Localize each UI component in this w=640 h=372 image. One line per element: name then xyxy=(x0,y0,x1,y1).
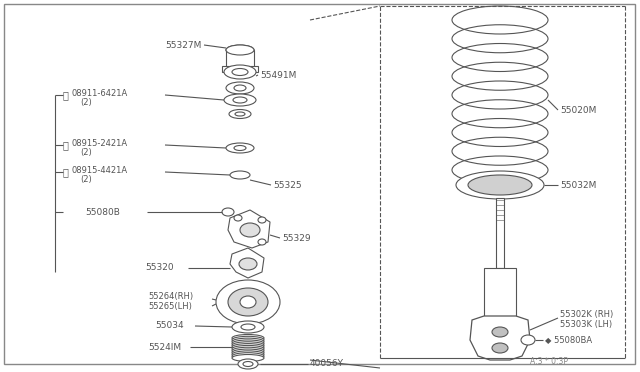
Text: 08911-6421A: 08911-6421A xyxy=(72,89,128,97)
Ellipse shape xyxy=(232,351,264,358)
Ellipse shape xyxy=(224,65,256,79)
Text: 55034: 55034 xyxy=(155,321,184,330)
Ellipse shape xyxy=(226,45,254,55)
Bar xyxy=(226,50,254,68)
Text: 55329: 55329 xyxy=(282,234,310,243)
Ellipse shape xyxy=(456,171,544,199)
Ellipse shape xyxy=(234,85,246,91)
Ellipse shape xyxy=(216,280,280,324)
Ellipse shape xyxy=(226,143,254,153)
Ellipse shape xyxy=(232,342,264,349)
Ellipse shape xyxy=(232,353,264,360)
Text: 55325: 55325 xyxy=(273,180,301,189)
Bar xyxy=(484,268,516,358)
Ellipse shape xyxy=(241,324,255,330)
Ellipse shape xyxy=(238,359,258,369)
Ellipse shape xyxy=(240,223,260,237)
Text: 55032M: 55032M xyxy=(560,180,596,189)
Text: 55491M: 55491M xyxy=(260,71,296,80)
Ellipse shape xyxy=(232,340,264,347)
Text: 55264(RH): 55264(RH) xyxy=(148,292,193,301)
Polygon shape xyxy=(228,210,270,248)
Ellipse shape xyxy=(232,338,264,345)
Ellipse shape xyxy=(224,94,256,106)
Text: (2): (2) xyxy=(80,174,92,183)
Text: 55327M: 55327M xyxy=(165,41,202,49)
Bar xyxy=(222,66,258,72)
Ellipse shape xyxy=(234,145,246,151)
Text: 08915-4421A: 08915-4421A xyxy=(72,166,128,174)
Text: Ⓝ: Ⓝ xyxy=(63,90,69,100)
Ellipse shape xyxy=(243,362,253,366)
Ellipse shape xyxy=(492,327,508,337)
Text: 08915-2421A: 08915-2421A xyxy=(72,138,128,148)
Text: 40056Y: 40056Y xyxy=(310,359,344,369)
Ellipse shape xyxy=(239,258,257,270)
Text: (2): (2) xyxy=(80,97,92,106)
Ellipse shape xyxy=(258,217,266,223)
Ellipse shape xyxy=(492,343,508,353)
Polygon shape xyxy=(230,248,264,278)
Text: Ⓦ: Ⓦ xyxy=(63,140,69,150)
Ellipse shape xyxy=(468,175,532,195)
Ellipse shape xyxy=(232,349,264,356)
Ellipse shape xyxy=(226,82,254,94)
Ellipse shape xyxy=(240,296,256,308)
Ellipse shape xyxy=(229,109,251,119)
Ellipse shape xyxy=(230,171,250,179)
Ellipse shape xyxy=(232,346,264,352)
Ellipse shape xyxy=(258,239,266,245)
Text: A:3 * 0:3P: A:3 * 0:3P xyxy=(530,357,568,366)
Text: 55302K (RH): 55302K (RH) xyxy=(560,311,613,320)
Ellipse shape xyxy=(232,344,264,350)
Ellipse shape xyxy=(232,321,264,333)
Ellipse shape xyxy=(232,347,264,354)
Ellipse shape xyxy=(232,336,264,343)
Ellipse shape xyxy=(228,288,268,316)
Text: 55265(LH): 55265(LH) xyxy=(148,301,192,311)
Text: 55080B: 55080B xyxy=(85,208,120,217)
Polygon shape xyxy=(470,316,530,360)
Ellipse shape xyxy=(233,97,247,103)
Text: (2): (2) xyxy=(80,148,92,157)
Ellipse shape xyxy=(230,96,250,104)
Text: Ⓦ: Ⓦ xyxy=(63,167,69,177)
Ellipse shape xyxy=(226,45,254,55)
Text: 55020M: 55020M xyxy=(560,106,596,115)
Ellipse shape xyxy=(232,68,248,76)
Ellipse shape xyxy=(235,112,245,116)
Ellipse shape xyxy=(232,355,264,362)
Ellipse shape xyxy=(232,334,264,341)
Text: ◆ 55080BA: ◆ 55080BA xyxy=(545,336,592,344)
Text: 55303K (LH): 55303K (LH) xyxy=(560,320,612,328)
Ellipse shape xyxy=(521,335,535,345)
Text: 55320: 55320 xyxy=(145,263,173,273)
Ellipse shape xyxy=(222,208,234,216)
Text: 5524IM: 5524IM xyxy=(148,343,181,352)
Bar xyxy=(496,198,504,268)
Ellipse shape xyxy=(234,215,242,221)
